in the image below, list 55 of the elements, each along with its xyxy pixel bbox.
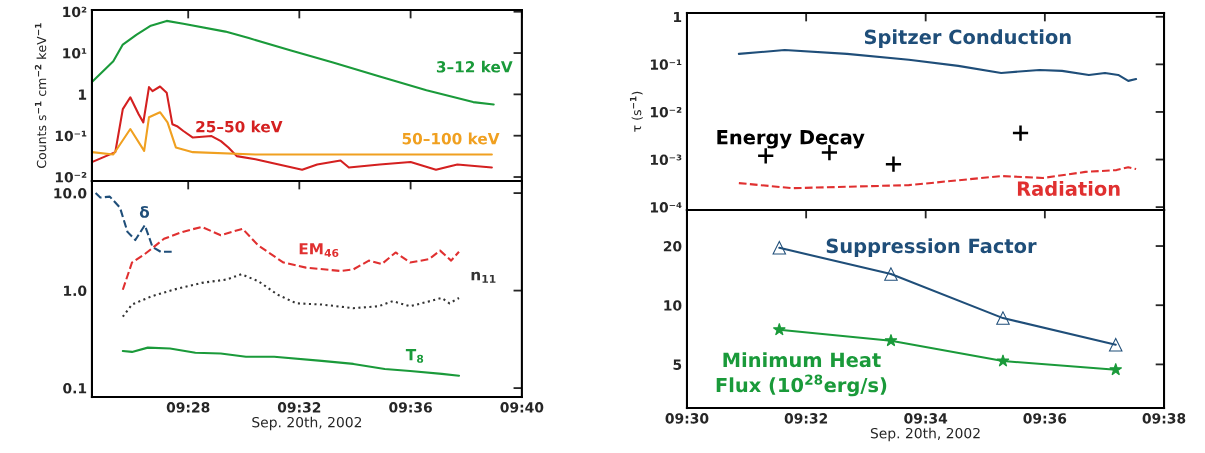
series-label: δ [139, 205, 150, 218]
y-tick-label: 10⁻² [55, 171, 87, 183]
y-tick-label: 10⁻³ [650, 154, 682, 166]
y-tick-label: 0.1 [63, 383, 87, 394]
series-label: Suppression Factor [826, 238, 1037, 258]
x-tick-label: 09:30 [665, 413, 709, 424]
series-label: 3–12 keV [436, 60, 513, 73]
point [1108, 337, 1123, 352]
y-axis-title: τ (s$^{−1}$) [629, 91, 643, 132]
line-series [121, 346, 461, 377]
x-tick-label: 09:28 [166, 402, 210, 413]
point [884, 155, 903, 174]
point [884, 267, 898, 281]
series-label: Energy Decay [717, 130, 865, 149]
x-tick-label: 09:32 [277, 402, 321, 413]
y-tick-label: 10⁻⁴ [650, 202, 682, 213]
series-label: Spitzer Conduction [864, 29, 1071, 49]
y-tick-label: 10¹ [63, 48, 87, 59]
y-tick-label: 10⁻¹ [650, 59, 682, 70]
line-series [121, 273, 461, 318]
series-label: T$_{8}$ [405, 349, 424, 363]
y-tick-label: 1 [78, 89, 87, 100]
series-label: Radiation [1017, 180, 1120, 196]
point [884, 333, 898, 347]
point [772, 323, 786, 336]
series-label: Minimum Heat Flux (10$^{28}$erg/s) [716, 352, 887, 397]
series-label: n$_{11}$ [471, 271, 496, 283]
point [1011, 124, 1030, 142]
x-tick-label: 09:34 [904, 413, 948, 424]
y-tick-label: 10² [63, 6, 87, 18]
point [772, 241, 787, 255]
series-label: EM$_{46}$ [299, 243, 339, 257]
y-tick-label: 1 [674, 11, 682, 23]
y-tick-label: 20 [663, 241, 682, 252]
x-tick-label: 09:36 [1023, 413, 1067, 424]
x-tick-label: 09:32 [784, 413, 828, 424]
series-label: 25–50 keV [196, 120, 283, 133]
y-tick-label: 1.0 [64, 285, 87, 297]
point [996, 354, 1010, 367]
y-tick-label: 10⁻² [650, 106, 682, 118]
x-axis-title: Sep. 20th, 2002 [252, 416, 362, 431]
y-tick-label: 10 [664, 300, 682, 311]
y-tick-label: 10.0 [54, 188, 87, 199]
point [996, 311, 1010, 325]
y-tick-label: 10⁻¹ [55, 130, 87, 142]
x-tick-label: 09:38 [1142, 413, 1186, 424]
line-series [737, 48, 1138, 82]
y-tick-label: 5 [673, 359, 682, 370]
x-tick-label: 09:36 [389, 402, 432, 413]
y-axis-title: Counts s$^{−1}$ cm$^{−2}$ keV$^{−1}$ [34, 23, 47, 168]
point [1109, 362, 1123, 376]
x-axis-title: Sep. 20th, 2002 [870, 427, 980, 442]
x-tick-label: 09:40 [500, 402, 544, 413]
series-label: 50–100 keV [402, 132, 500, 145]
line-series [121, 225, 461, 291]
